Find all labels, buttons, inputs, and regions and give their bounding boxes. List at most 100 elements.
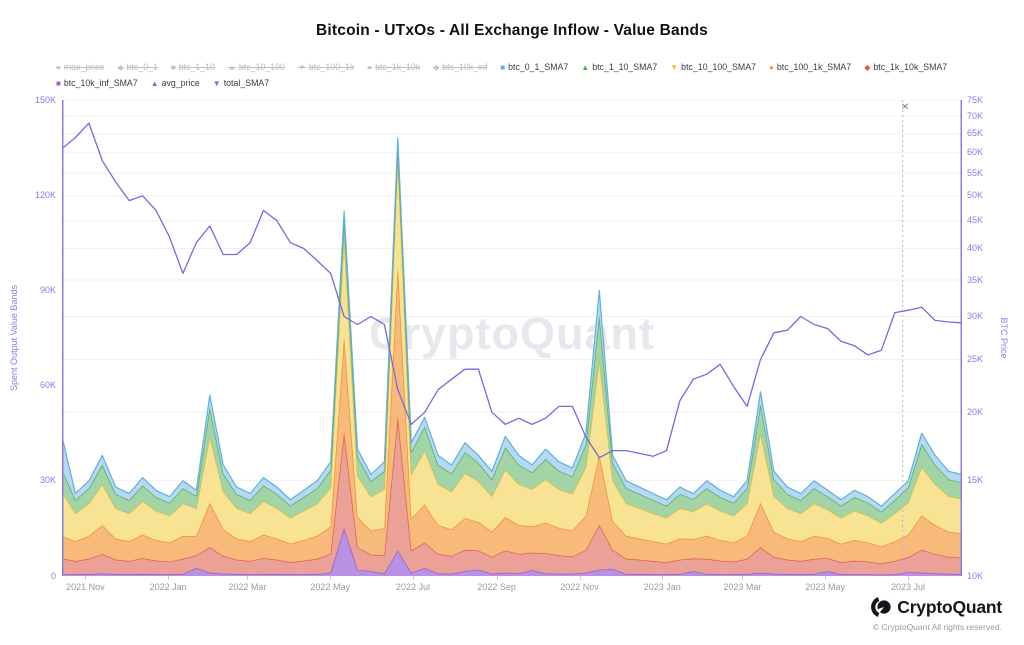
right-axis-tick: 50K <box>967 190 984 201</box>
legend-item-label: btc_1k_10k <box>375 62 421 72</box>
legend-item-btc-100-1k[interactable]: ▼ btc_100_1k <box>298 62 354 73</box>
right-axis-tick: 55K <box>967 167 984 178</box>
legend-item-avg-price[interactable]: ▲ avg_price <box>151 78 200 89</box>
cryptoquant-logo-icon <box>871 597 891 617</box>
left-axis-tick: 120K <box>34 189 56 200</box>
x-axis-tick-mark <box>579 576 581 580</box>
x-axis-tick-mark <box>330 576 332 580</box>
left-axis-title: Spent Output Value Bands <box>9 285 19 391</box>
legend-item-label: avg_price <box>161 78 200 88</box>
x-axis-tick-mark <box>85 576 87 580</box>
legend-item-btc-0-1-sma7[interactable]: ■ btc_0_1_SMA7 <box>500 62 568 73</box>
legend-item-label: btc_10k_inf <box>442 62 488 72</box>
x-axis-tick-label: 2022 Sep <box>477 582 516 592</box>
x-axis-tick-mark <box>825 576 827 580</box>
legend: ● max_price ◆ btc_0_1 ■ btc_1_10 ▲ btc_10_100 ▼ b… <box>56 62 976 89</box>
legend-item-btc-1k-10k[interactable]: ● btc_1k_10k <box>367 62 420 73</box>
legend-item-label: btc_1_10 <box>178 62 215 72</box>
legend-item-label: btc_10k_inf_SMA7 <box>63 78 138 88</box>
legend-item-btc-1-10[interactable]: ■ btc_1_10 <box>171 62 215 73</box>
diamond-marker-icon: ◆ <box>864 62 871 72</box>
x-axis-tick-label: 2021 Nov <box>66 582 105 592</box>
legend-item-label: btc_10_100 <box>238 62 285 72</box>
triangle-up-marker-icon: ▲ <box>150 78 159 88</box>
area-line-btc-10k-inf-sma7 <box>62 527 962 576</box>
legend-item-btc-0-1[interactable]: ◆ btc_0_1 <box>117 62 157 73</box>
triangle-up-marker-icon: ▲ <box>227 62 236 72</box>
diamond-marker-icon: ◆ <box>433 62 440 72</box>
legend-item-label: btc_100_1k_SMA7 <box>776 62 852 72</box>
chart-plot-area[interactable] <box>62 100 962 576</box>
x-axis-tick-mark <box>496 576 498 580</box>
right-axis-tick: 20K <box>967 406 984 417</box>
square-marker-icon: ■ <box>500 62 506 72</box>
legend-item-btc-10k-inf[interactable]: ◆ btc_10k_inf <box>433 62 487 73</box>
x-axis-tick-mark <box>247 576 249 580</box>
price-line <box>62 122 962 459</box>
circle-marker-icon: ● <box>367 62 373 72</box>
legend-item-btc-10-100[interactable]: ▲ btc_10_100 <box>228 62 285 73</box>
legend-item-btc-1k-10k-sma7[interactable]: ◆ btc_1k_10k_SMA7 <box>864 62 947 73</box>
area-btc-1-10-sma7 <box>62 144 962 523</box>
right-axis-tick: 10K <box>967 570 984 581</box>
legend-item-label: btc_0_1 <box>126 62 158 72</box>
x-axis-tick-mark <box>662 576 664 580</box>
right-axis-tick: 75K <box>967 94 984 105</box>
x-axis-tick-label: 2022 Nov <box>560 582 599 592</box>
triangle-down-marker-icon: ▼ <box>297 62 306 72</box>
triangle-up-marker-icon: ▲ <box>581 62 590 72</box>
legend-item-btc-1-10-sma7[interactable]: ▲ btc_1_10_SMA7 <box>581 62 657 73</box>
triangle-down-marker-icon: ▼ <box>212 78 221 88</box>
left-axis-tick: 60K <box>39 380 56 391</box>
left-axis-tick: 90K <box>39 284 56 295</box>
x-axis-tick-label: 2023 May <box>805 582 845 592</box>
square-marker-icon: ■ <box>56 78 61 88</box>
legend-item-label: btc_0_1_SMA7 <box>508 62 569 72</box>
legend-item-total-sma7[interactable]: ▼ total_SMA7 <box>213 78 269 89</box>
circle-marker-icon: ● <box>56 62 61 72</box>
x-axis-tick-mark <box>742 576 744 580</box>
right-axis-tick: 30K <box>967 310 984 321</box>
x-axis-tick-mark <box>413 576 414 580</box>
right-axis-tick: 45K <box>967 215 984 226</box>
legend-item-max-price[interactable]: ● max_price <box>56 62 104 73</box>
brand-text: CryptoQuant <box>897 596 1002 617</box>
annotation-close-icon[interactable]: ✕ <box>901 102 910 113</box>
x-axis-tick-label: 2022 Mar <box>228 582 267 592</box>
right-axis-tick: 35K <box>967 274 984 285</box>
x-axis-tick-mark <box>908 576 909 580</box>
cryptoquant-brand[interactable]: CryptoQuant <box>869 596 1002 618</box>
left-axis-tick: 0 <box>50 570 56 581</box>
x-axis-tick-label: 2022 May <box>310 582 350 592</box>
x-axis-tick-label: 2022 Jul <box>395 582 431 592</box>
chart-title: Bitcoin - UTxOs - All Exchange Inflow - … <box>315 22 709 39</box>
legend-item-label: btc_10_100_SMA7 <box>681 62 757 72</box>
x-axis-tick-label: 2023 Mar <box>723 582 762 592</box>
area-line-btc-0-1-sma7 <box>62 137 962 507</box>
legend-item-label: btc_1_10_SMA7 <box>592 62 658 72</box>
legend-item-label: btc_100_1k <box>308 62 355 72</box>
legend-item-btc-10k-inf-sma7[interactable]: ■ btc_10k_inf_SMA7 <box>56 78 138 89</box>
right-axis-tick: 15K <box>967 474 984 485</box>
legend-item-label: btc_1k_10k_SMA7 <box>873 62 948 72</box>
right-axis-tick: 70K <box>967 110 984 121</box>
square-marker-icon: ■ <box>170 62 176 72</box>
legend-item-btc-100-1k-sma7[interactable]: ● btc_100_1k_SMA7 <box>769 62 851 73</box>
area-btc-0-1-sma7 <box>62 138 962 512</box>
copyright-text: © CryptoQuant All rights reserved. <box>872 622 1002 632</box>
right-axis-tick: 40K <box>967 243 984 253</box>
x-axis-tick-label: 2023 Jan <box>643 582 681 592</box>
right-axis-tick: 25K <box>967 354 984 365</box>
right-axis-title: BTC Price <box>999 317 1009 359</box>
right-axis-tick: 60K <box>967 147 984 158</box>
right-axis-tick: 65K <box>967 128 984 139</box>
triangle-down-marker-icon: ▼ <box>670 62 679 72</box>
legend-item-label: max_price <box>63 62 105 72</box>
x-axis-tick-label: 2023 Jul <box>890 582 926 592</box>
legend-item-btc-10-100-sma7[interactable]: ▼ btc_10_100_SMA7 <box>670 62 756 73</box>
left-axis-tick: 30K <box>39 475 56 486</box>
circle-marker-icon: ● <box>769 62 774 72</box>
diamond-marker-icon: ◆ <box>117 62 124 72</box>
x-axis-tick-label: 2022 Jan <box>149 582 187 592</box>
